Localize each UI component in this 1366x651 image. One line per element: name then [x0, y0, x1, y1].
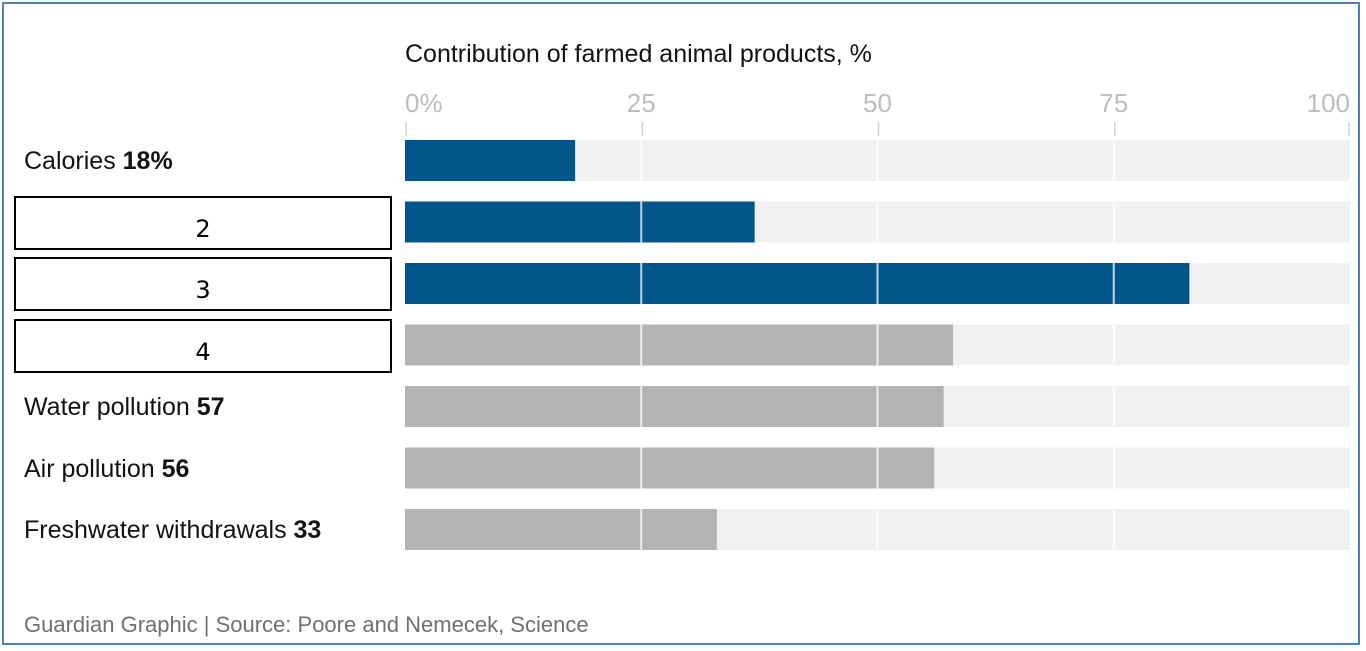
bar	[405, 386, 944, 427]
row-label-name: Water pollution	[24, 393, 197, 421]
masked-label-box: 3	[14, 257, 392, 311]
row-label-name: Calories	[24, 147, 123, 175]
row-label-value: 18%	[122, 147, 173, 175]
x-tick-label: 100	[1307, 88, 1350, 118]
x-tick-label: 25	[627, 88, 656, 118]
row-label: Air pollution 56	[24, 449, 189, 489]
source-note: Guardian Graphic | Source: Poore and Nem…	[24, 612, 589, 637]
masked-label-box: 2	[14, 195, 392, 250]
chart-title: Contribution of farmed animal products, …	[405, 40, 872, 68]
row-label-value: 56	[161, 454, 190, 483]
row-label-value: 33	[293, 516, 322, 544]
bar	[405, 324, 954, 366]
bar	[405, 447, 935, 489]
bar	[405, 509, 717, 550]
masked-label-box: 4	[14, 318, 392, 373]
row-label: Calories 18%	[24, 141, 173, 181]
x-tick-label: 75	[1099, 88, 1128, 118]
x-tick-label: 50	[863, 88, 892, 118]
bar	[405, 263, 1190, 304]
row-label-name: Air pollution	[24, 454, 162, 483]
row-label-value: 57	[196, 393, 225, 421]
row-label: Freshwater withdrawals 33	[24, 510, 321, 550]
bar	[405, 140, 576, 181]
row-label-name: Freshwater withdrawals	[24, 516, 294, 544]
row-label: Water pollution 57	[24, 387, 225, 427]
bar	[405, 201, 755, 243]
x-tick-label: 0%	[405, 88, 443, 118]
